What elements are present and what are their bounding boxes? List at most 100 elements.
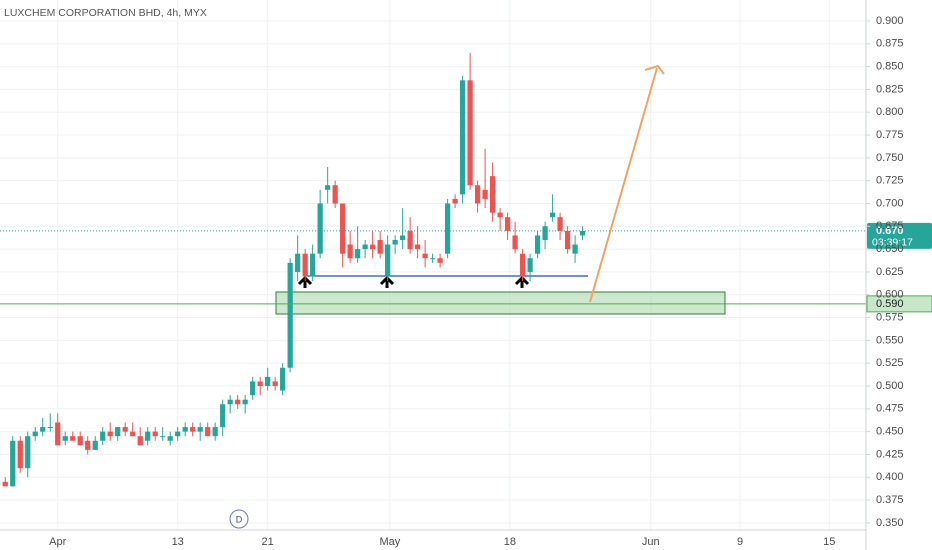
candle-body <box>302 253 308 277</box>
x-tick-label: 18 <box>504 536 516 548</box>
candle-body <box>92 440 98 450</box>
candle-body <box>10 440 16 487</box>
candle-body <box>167 436 173 441</box>
candle-body <box>347 244 353 259</box>
candle-body <box>47 427 53 429</box>
y-tick-label: 0.700 <box>876 197 904 209</box>
y-tick-label: 0.625 <box>876 266 904 278</box>
candle-body <box>145 431 151 441</box>
x-tick-label: 15 <box>823 536 835 548</box>
y-tick-label: 0.750 <box>876 152 904 164</box>
candle-body <box>332 185 338 204</box>
projection-arrow <box>589 67 658 303</box>
y-tick-label: 0.475 <box>876 403 904 415</box>
candle-body <box>265 376 271 386</box>
x-tick-label: 21 <box>262 536 274 548</box>
level-label: 0.590 <box>876 298 904 310</box>
candle-body <box>512 235 518 250</box>
session-marker[interactable] <box>229 509 249 529</box>
candle-body <box>2 481 8 487</box>
candle-body <box>70 436 76 441</box>
candle-body <box>257 381 263 386</box>
candle-body <box>310 253 316 277</box>
y-tick-label: 0.525 <box>876 357 904 369</box>
candle-body <box>489 176 496 213</box>
session-marker-label[interactable]: D <box>236 514 243 524</box>
y-tick-label: 0.450 <box>876 426 904 438</box>
candle-body <box>482 189 488 199</box>
candle-body <box>242 399 248 405</box>
candle-body <box>504 217 511 231</box>
candle-body <box>527 258 533 272</box>
y-tick-label: 0.575 <box>876 311 904 323</box>
countdown: 03:39:17 <box>872 237 913 249</box>
candle-body <box>17 440 23 469</box>
bounce-arrows <box>297 275 530 288</box>
y-tick-label: 0.375 <box>876 494 904 506</box>
projection-arrow-head <box>644 64 665 75</box>
candle-body <box>190 427 196 432</box>
candle-body <box>100 431 106 441</box>
candle-body <box>392 239 398 245</box>
candle-body <box>197 427 203 432</box>
y-tick-label: 0.900 <box>876 15 904 27</box>
grid <box>0 0 866 530</box>
candle-body <box>542 226 548 240</box>
candle-body <box>497 212 503 218</box>
candle-body <box>444 203 451 254</box>
candles <box>2 52 586 487</box>
candle-body <box>385 244 391 277</box>
candle-body <box>107 431 113 437</box>
x-tick-label: Apr <box>49 536 66 548</box>
y-tick-label: 0.850 <box>876 61 904 73</box>
candle-body <box>317 203 323 254</box>
y-tick-label: 0.600 <box>876 289 904 301</box>
y-tick-label: 0.775 <box>876 129 904 141</box>
candle-body <box>175 431 181 437</box>
y-tick-label: 0.675 <box>876 220 904 232</box>
candle-body <box>272 381 278 386</box>
candle-body <box>437 258 443 263</box>
chart-title: LUXCHEM CORPORATION BHD, 4h, MYX <box>4 7 207 19</box>
last-price-box <box>867 222 932 249</box>
y-tick-label: 0.350 <box>876 517 904 529</box>
candle-body <box>115 427 121 437</box>
candle-body <box>452 198 458 204</box>
y-tick-label: 0.550 <box>876 334 904 346</box>
demand-zone <box>275 291 726 315</box>
candle-body <box>160 436 166 438</box>
candle-body <box>564 230 571 250</box>
candle-body <box>40 427 46 432</box>
y-tick-label: 0.875 <box>876 38 904 50</box>
y-tick-label: 0.500 <box>876 380 904 392</box>
candle-body <box>370 244 376 250</box>
candle-body <box>430 258 436 260</box>
y-tick-label: 0.825 <box>876 83 904 95</box>
y-tick-label: 0.400 <box>876 471 904 483</box>
candle-body <box>220 404 226 428</box>
x-tick-label: 13 <box>172 536 184 548</box>
candle-body <box>212 427 218 437</box>
candle-body <box>355 249 361 259</box>
candle-body <box>549 212 556 218</box>
x-tick-label: May <box>379 536 400 548</box>
candle-body <box>280 367 286 391</box>
candle-body <box>467 80 473 186</box>
y-tick-label: 0.800 <box>876 106 904 118</box>
candle-body <box>62 436 68 441</box>
candle-body <box>137 436 143 446</box>
y-tick-label: 0.650 <box>876 243 904 255</box>
candle-body <box>474 185 481 204</box>
candle-body <box>77 436 83 446</box>
candle-body <box>407 230 413 250</box>
candle-body <box>227 399 233 405</box>
candle-body <box>377 239 383 254</box>
candle-body <box>32 431 38 437</box>
candle-body <box>287 262 293 368</box>
candle-body <box>572 244 578 254</box>
candle-body <box>250 381 256 396</box>
last-price-label: 0.670 <box>876 225 904 237</box>
candle-body <box>459 80 466 195</box>
